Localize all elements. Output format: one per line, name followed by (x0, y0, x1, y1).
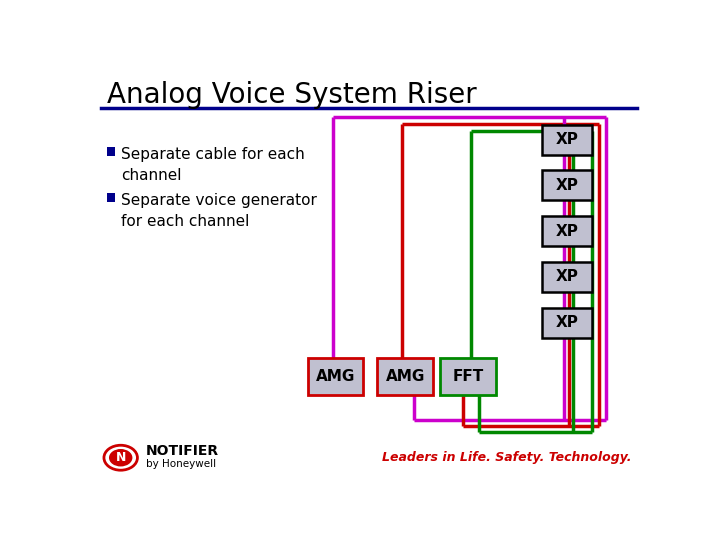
Circle shape (109, 449, 132, 467)
FancyBboxPatch shape (542, 125, 592, 154)
Text: NOTIFIER: NOTIFIER (145, 444, 219, 458)
FancyBboxPatch shape (542, 262, 592, 292)
Text: XP: XP (556, 224, 579, 239)
Bar (107, 193, 115, 202)
Text: XP: XP (556, 269, 579, 285)
FancyBboxPatch shape (441, 358, 496, 395)
FancyBboxPatch shape (307, 358, 364, 395)
Text: XP: XP (556, 315, 579, 330)
Text: AMG: AMG (316, 369, 355, 384)
Bar (107, 147, 115, 156)
Text: N: N (115, 451, 126, 464)
FancyBboxPatch shape (377, 358, 433, 395)
Text: XP: XP (556, 178, 579, 193)
Text: FFT: FFT (453, 369, 484, 384)
Circle shape (104, 446, 138, 470)
FancyBboxPatch shape (542, 216, 592, 246)
Text: Separate voice generator
for each channel: Separate voice generator for each channe… (121, 193, 317, 229)
FancyBboxPatch shape (542, 308, 592, 338)
Text: Leaders in Life. Safety. Technology.: Leaders in Life. Safety. Technology. (382, 451, 631, 464)
Text: AMG: AMG (386, 369, 425, 384)
Text: by Honeywell: by Honeywell (145, 459, 216, 469)
FancyBboxPatch shape (542, 171, 592, 200)
Text: Analog Voice System Riser: Analog Voice System Riser (107, 82, 477, 110)
Text: XP: XP (556, 132, 579, 147)
Text: Separate cable for each
channel: Separate cable for each channel (121, 147, 305, 183)
